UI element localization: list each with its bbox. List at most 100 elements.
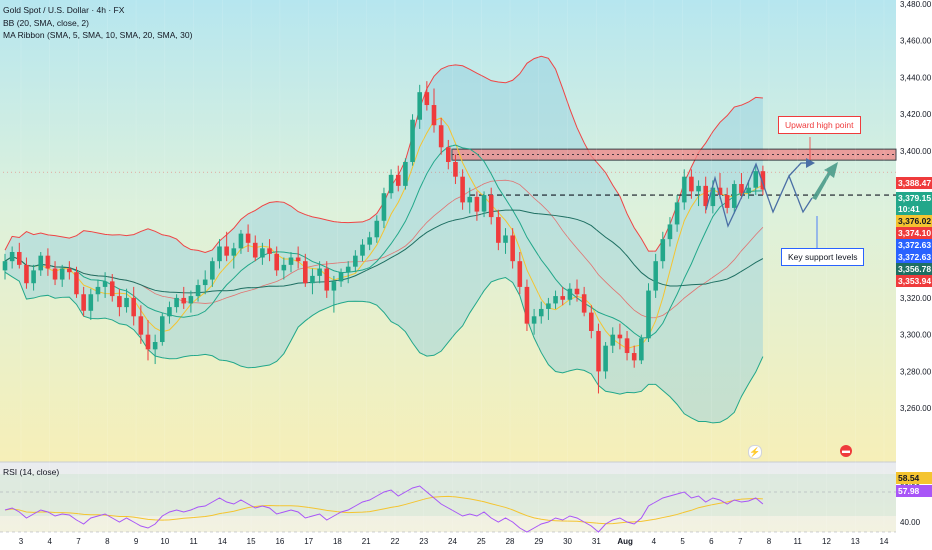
candle[interactable] <box>631 353 637 361</box>
candle[interactable] <box>410 119 415 162</box>
candle[interactable] <box>403 161 408 186</box>
candle[interactable] <box>446 147 451 162</box>
candle[interactable] <box>474 196 480 212</box>
candle[interactable] <box>152 342 158 350</box>
candle[interactable] <box>238 233 244 249</box>
candle[interactable] <box>646 290 651 339</box>
candle[interactable] <box>303 261 308 284</box>
candle[interactable] <box>674 202 680 225</box>
candle[interactable] <box>624 338 630 354</box>
candle[interactable] <box>681 176 687 203</box>
candle[interactable] <box>88 294 94 311</box>
candle[interactable] <box>38 255 44 271</box>
candle[interactable] <box>710 187 716 207</box>
candle[interactable] <box>59 268 65 280</box>
candle[interactable] <box>9 251 15 262</box>
candle[interactable] <box>517 261 523 287</box>
candle[interactable] <box>438 125 444 148</box>
lightning-event-icon[interactable]: ⚡ <box>748 445 762 459</box>
candle[interactable] <box>395 174 401 186</box>
candle[interactable] <box>317 268 322 276</box>
candle[interactable] <box>109 281 115 297</box>
candle[interactable] <box>353 255 358 267</box>
candle[interactable] <box>45 255 51 269</box>
candle[interactable] <box>31 270 36 284</box>
candle[interactable] <box>746 187 751 194</box>
candle[interactable] <box>181 297 187 304</box>
candle[interactable] <box>553 296 558 304</box>
candle[interactable] <box>288 257 294 265</box>
candle[interactable] <box>603 345 608 372</box>
candle[interactable] <box>274 253 279 271</box>
bb-lower-line[interactable] <box>4 271 764 424</box>
candle[interactable] <box>145 334 151 350</box>
candle[interactable] <box>660 239 666 262</box>
candle[interactable] <box>488 195 494 218</box>
candle[interactable] <box>574 288 580 295</box>
candle[interactable] <box>546 303 551 309</box>
candle[interactable] <box>760 171 766 190</box>
candle[interactable] <box>581 294 587 313</box>
candle[interactable] <box>17 251 22 265</box>
ma-30-line[interactable] <box>4 209 764 294</box>
candle[interactable] <box>460 176 465 203</box>
candle[interactable] <box>281 264 287 271</box>
candle[interactable] <box>424 92 430 106</box>
candle[interactable] <box>295 257 301 262</box>
candle[interactable] <box>653 261 658 291</box>
candle[interactable] <box>467 196 473 203</box>
candle[interactable] <box>732 184 737 208</box>
candle[interactable] <box>252 242 258 258</box>
candle[interactable] <box>267 248 272 254</box>
bb-indicator-label[interactable]: BB (20, SMA, close, 2) <box>3 18 89 28</box>
candle[interactable] <box>74 272 79 295</box>
candle[interactable] <box>639 338 644 361</box>
candle[interactable] <box>481 195 487 212</box>
candle[interactable] <box>210 261 215 280</box>
candle[interactable] <box>753 171 759 188</box>
candle[interactable] <box>589 312 594 331</box>
candle[interactable] <box>245 233 251 243</box>
bullish-arrow-icon[interactable] <box>812 162 838 200</box>
candle[interactable] <box>567 288 573 300</box>
ma-10-line[interactable] <box>4 144 763 339</box>
candle[interactable] <box>260 248 265 258</box>
candle[interactable] <box>531 316 537 324</box>
candle[interactable] <box>431 105 437 126</box>
candle[interactable] <box>503 235 508 243</box>
candle[interactable] <box>95 286 101 295</box>
candle[interactable] <box>324 268 330 291</box>
candle[interactable] <box>224 246 229 256</box>
candle[interactable] <box>453 161 458 177</box>
candle[interactable] <box>667 224 673 240</box>
candle[interactable] <box>338 272 344 282</box>
candle[interactable] <box>524 286 530 324</box>
candle[interactable] <box>188 296 194 304</box>
flag-event-icon[interactable]: ▬ <box>840 445 852 457</box>
candle[interactable] <box>703 185 708 207</box>
candle[interactable] <box>131 297 136 317</box>
candle[interactable] <box>510 235 515 262</box>
candle[interactable] <box>310 275 315 284</box>
candle[interactable] <box>124 297 129 308</box>
ma-5-line[interactable] <box>4 117 764 350</box>
candle[interactable] <box>52 268 58 280</box>
candle[interactable] <box>374 220 380 238</box>
candle[interactable] <box>388 174 394 194</box>
candle[interactable] <box>724 195 730 208</box>
candle[interactable] <box>67 268 72 273</box>
candle[interactable] <box>360 244 365 256</box>
candle[interactable] <box>417 92 422 120</box>
candle[interactable] <box>202 279 208 286</box>
candle[interactable] <box>195 285 201 297</box>
candle[interactable] <box>496 217 501 243</box>
projection-path[interactable] <box>705 162 813 228</box>
candle[interactable] <box>345 266 351 273</box>
candle[interactable] <box>617 334 623 339</box>
candle[interactable] <box>696 185 701 192</box>
candle[interactable] <box>538 308 544 317</box>
candle[interactable] <box>167 307 172 317</box>
candle[interactable] <box>117 296 122 308</box>
